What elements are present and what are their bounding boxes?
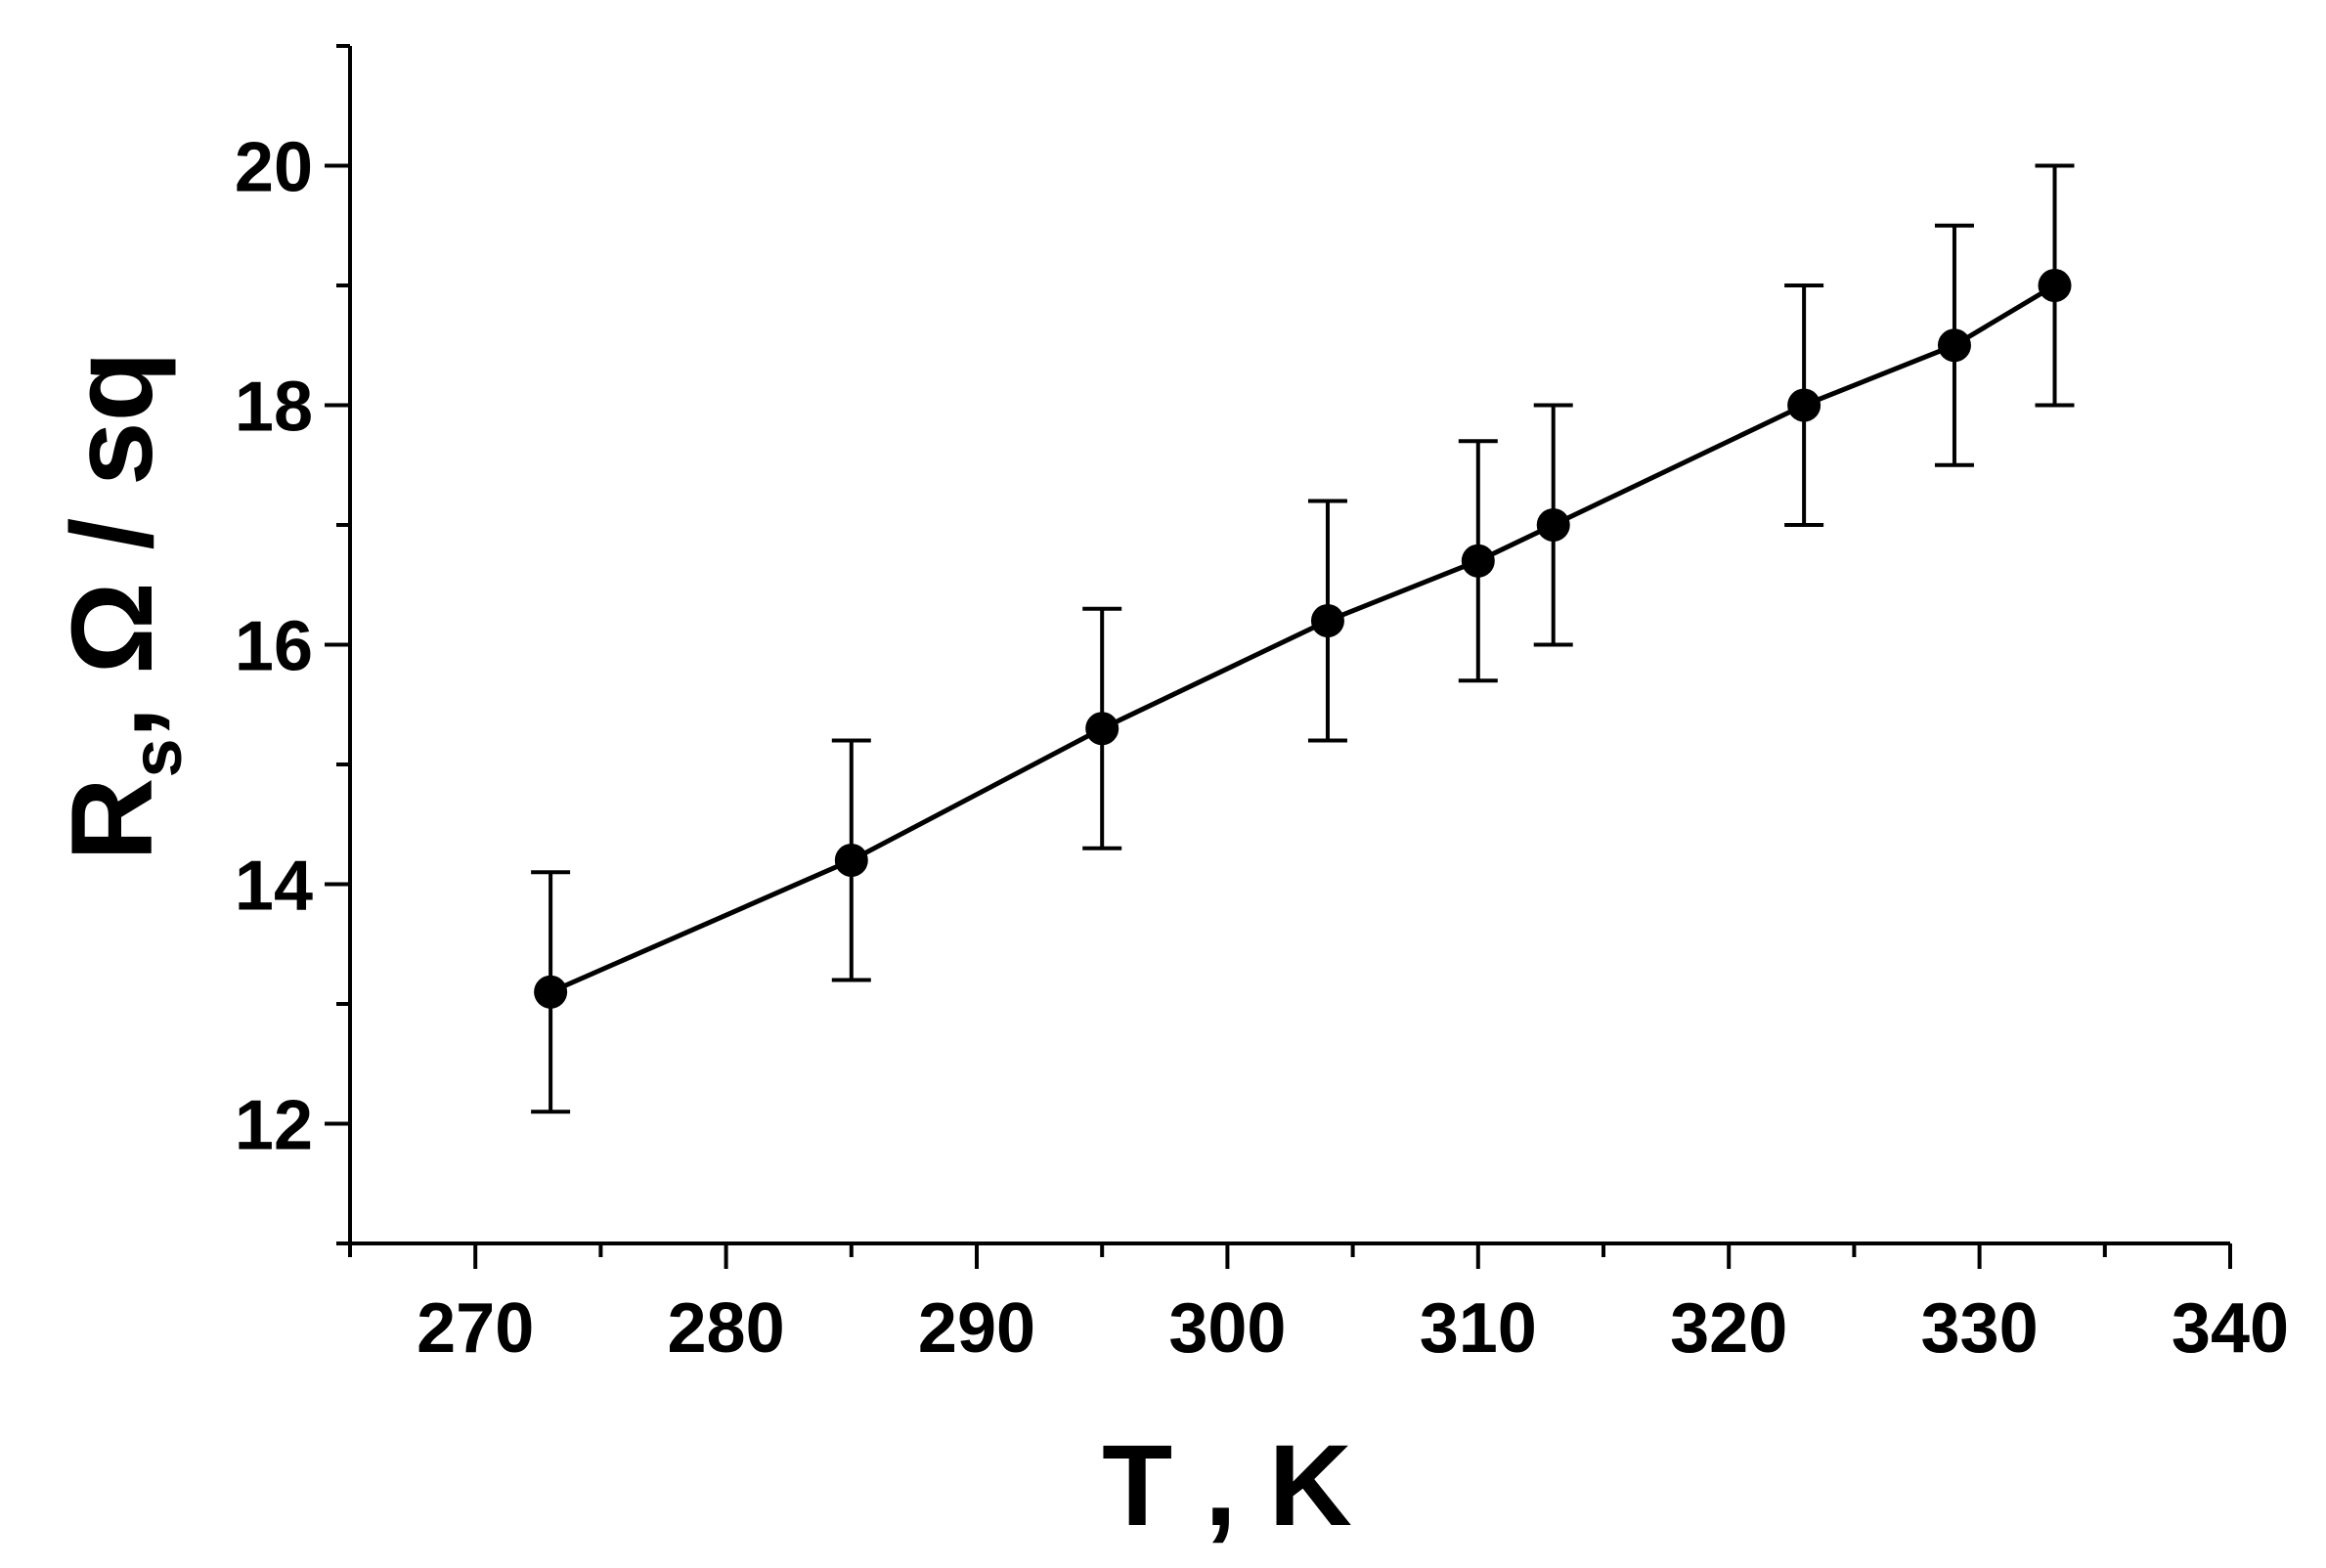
labels: T , K Rs, Ω / sq [48,351,1352,1550]
x-tick-label: 330 [1921,1289,2039,1368]
x-tick-label: 320 [1670,1289,1787,1368]
x-tick-label: 270 [417,1289,534,1368]
axes: 270 280 290 300 310 320 330 340 12 14 16 18 20 [235,44,2289,1368]
data-series [531,163,2075,1114]
x-tick-label: 340 [2172,1289,2289,1368]
data-point [1461,544,1495,578]
data-point [534,975,568,1009]
data-point [1937,328,1971,363]
series-line [549,283,2056,995]
y-tick-label: 12 [235,1087,313,1165]
data-point [1310,604,1344,637]
data-point [2038,269,2072,302]
data-point [834,844,868,877]
y-axis-title-main: R [48,778,177,861]
data-point [1536,508,1570,542]
data-point [1787,388,1821,422]
x-tick-label: 300 [1168,1289,1286,1368]
data-point [1085,712,1119,746]
x-tick-label: 290 [918,1289,1035,1368]
x-axis-title: T , K [1102,1421,1352,1550]
y-axis-title-rest: , Ω / sq [48,351,177,738]
y-tick-label: 18 [235,369,313,447]
x-tick-label: 280 [668,1289,785,1368]
y-tick-label: 16 [235,608,313,686]
x-tick-label: 310 [1420,1289,1537,1368]
y-tick-label: 20 [235,129,313,207]
y-axis-title: Rs, Ω / sq [48,351,197,861]
y-axis-title-subscript: s [118,738,197,777]
y-tick-label: 14 [235,848,313,926]
